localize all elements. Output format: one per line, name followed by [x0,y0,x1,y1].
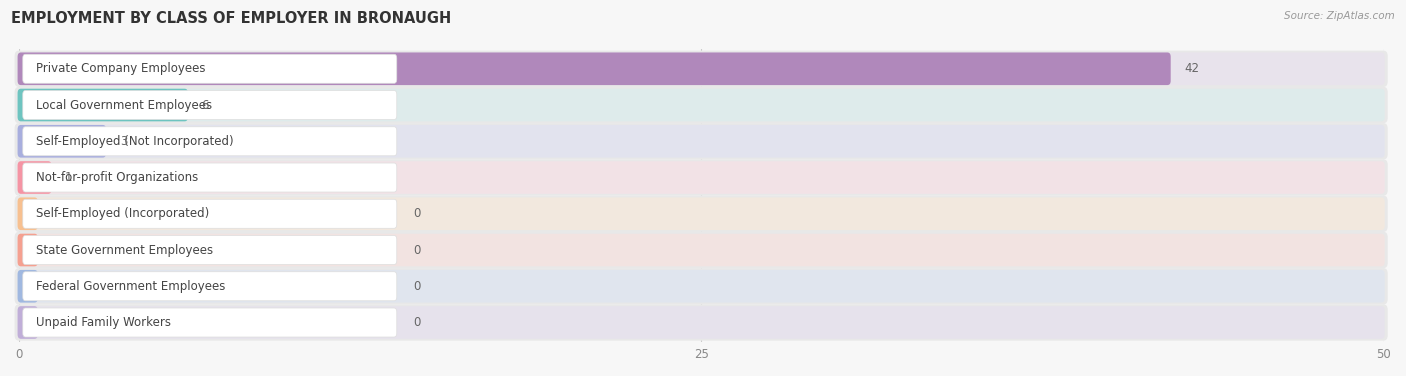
Text: 3: 3 [120,135,127,148]
FancyBboxPatch shape [18,89,188,121]
FancyBboxPatch shape [22,235,396,264]
Text: State Government Employees: State Government Employees [37,244,214,256]
FancyBboxPatch shape [14,87,1388,123]
FancyBboxPatch shape [18,53,1385,85]
FancyBboxPatch shape [18,306,38,339]
FancyBboxPatch shape [14,123,1388,159]
FancyBboxPatch shape [18,270,38,303]
FancyBboxPatch shape [22,163,396,192]
FancyBboxPatch shape [14,268,1388,305]
FancyBboxPatch shape [18,234,1385,266]
FancyBboxPatch shape [18,270,1385,303]
Text: 0: 0 [413,280,420,293]
Text: Self-Employed (Incorporated): Self-Employed (Incorporated) [37,207,209,220]
FancyBboxPatch shape [14,51,1388,87]
FancyBboxPatch shape [18,53,1171,85]
Text: Local Government Employees: Local Government Employees [37,99,212,112]
FancyBboxPatch shape [14,159,1388,196]
FancyBboxPatch shape [18,161,52,194]
FancyBboxPatch shape [14,196,1388,232]
FancyBboxPatch shape [18,197,1385,230]
FancyBboxPatch shape [18,234,38,266]
FancyBboxPatch shape [22,272,396,301]
Text: Self-Employed (Not Incorporated): Self-Employed (Not Incorporated) [37,135,233,148]
Text: Federal Government Employees: Federal Government Employees [37,280,226,293]
FancyBboxPatch shape [14,305,1388,341]
FancyBboxPatch shape [22,308,396,337]
FancyBboxPatch shape [22,199,396,228]
FancyBboxPatch shape [22,54,396,83]
Text: Unpaid Family Workers: Unpaid Family Workers [37,316,172,329]
FancyBboxPatch shape [18,125,105,158]
FancyBboxPatch shape [14,232,1388,268]
Text: 0: 0 [413,207,420,220]
Text: Not-for-profit Organizations: Not-for-profit Organizations [37,171,198,184]
Text: EMPLOYMENT BY CLASS OF EMPLOYER IN BRONAUGH: EMPLOYMENT BY CLASS OF EMPLOYER IN BRONA… [11,11,451,26]
Text: 6: 6 [201,99,209,112]
Text: Private Company Employees: Private Company Employees [37,62,205,75]
Text: 1: 1 [65,171,73,184]
Text: 0: 0 [413,244,420,256]
FancyBboxPatch shape [18,161,1385,194]
Text: 42: 42 [1184,62,1199,75]
FancyBboxPatch shape [22,91,396,120]
FancyBboxPatch shape [18,197,38,230]
Text: 0: 0 [413,316,420,329]
FancyBboxPatch shape [22,127,396,156]
FancyBboxPatch shape [18,89,1385,121]
FancyBboxPatch shape [18,306,1385,339]
Text: Source: ZipAtlas.com: Source: ZipAtlas.com [1284,11,1395,21]
FancyBboxPatch shape [18,125,1385,158]
